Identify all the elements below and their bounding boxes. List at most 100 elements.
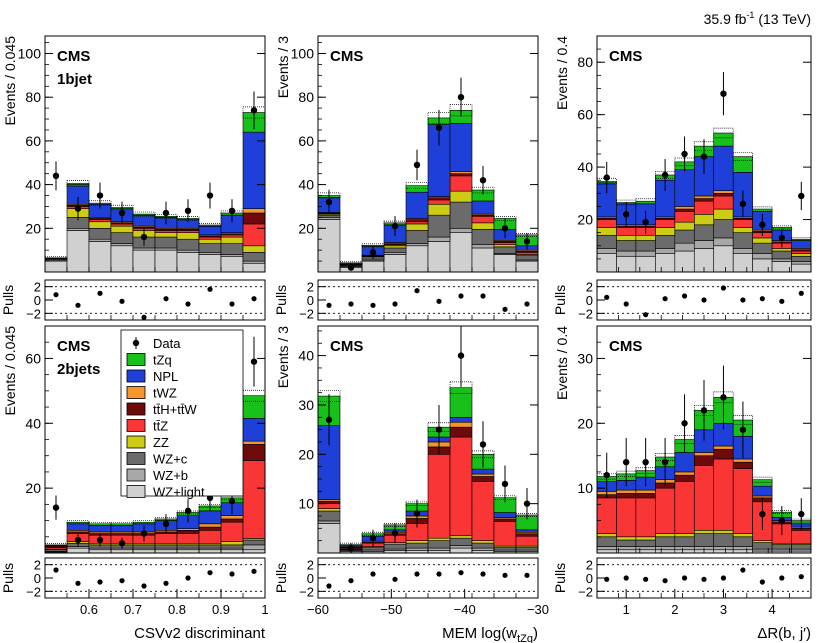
data-point [501, 225, 509, 232]
y-tick-label: 40 [577, 159, 593, 175]
y-tick-label: 20 [577, 212, 593, 228]
bar-wzc [713, 219, 734, 239]
legend-swatch-wzb [126, 468, 146, 482]
data-point [74, 205, 82, 212]
pull-point [53, 567, 59, 573]
pull-tick-label: −2 [578, 584, 593, 599]
bar-wzc [471, 542, 495, 549]
data-point [523, 238, 531, 245]
bar-zz [635, 536, 656, 541]
bar-npl [449, 123, 473, 172]
bar-tzq [732, 156, 753, 173]
bar-wzb [198, 252, 222, 255]
legend-swatch-wzl [126, 485, 146, 498]
bar-tthttw [449, 173, 473, 177]
bar-twz [220, 515, 244, 520]
bar-wzc [220, 544, 244, 549]
data-point [457, 352, 465, 359]
x-tick-label: 0.6 [80, 602, 98, 617]
bar-wzc [674, 536, 695, 547]
bar-wzc [427, 540, 451, 549]
bar-wzb [732, 248, 753, 254]
bar-twz [693, 195, 715, 199]
bar-npl [88, 525, 112, 533]
uncertainty-band [693, 404, 715, 416]
y-tick-label: 10 [577, 480, 593, 496]
bar-wzlight [44, 260, 68, 273]
bar-wzb [596, 546, 617, 551]
bar-tzq [242, 395, 266, 419]
data-point [140, 530, 148, 537]
pull-point [502, 572, 508, 578]
bar-wzb [771, 258, 792, 262]
pull-point [623, 301, 629, 307]
pull-point [643, 312, 649, 318]
data-point [206, 192, 214, 199]
data-point [501, 480, 509, 488]
data-point [661, 171, 669, 179]
uncertainty-band [693, 141, 715, 151]
bar-twz [242, 440, 266, 445]
legend-label-wzb: WZ+b [153, 468, 188, 483]
bar-tzq [752, 479, 773, 487]
pull-tick-label: 0 [307, 571, 314, 586]
bar-zz [405, 223, 429, 231]
bar-ttz [405, 221, 429, 225]
bar-zz [427, 203, 451, 216]
bar-zz [176, 232, 200, 240]
bar-zz [88, 221, 112, 229]
pull-point [720, 285, 727, 291]
bar-npl [713, 145, 734, 192]
bar-wzb [674, 242, 695, 252]
bar-npl [471, 468, 495, 475]
bar-wzc [176, 544, 200, 549]
bar-zz [383, 245, 407, 249]
data-point [369, 534, 377, 542]
data-point [118, 540, 126, 547]
data-point [435, 124, 443, 131]
pull-tick-label: 0 [307, 293, 314, 308]
pull-point [524, 301, 530, 307]
legend-swatch-npl [126, 369, 146, 383]
bar-twz [713, 445, 734, 450]
bar-wzc [176, 238, 200, 251]
bar-wzb [635, 546, 656, 551]
pull-point [502, 306, 508, 312]
bar-npl [198, 225, 222, 236]
bar-tzq [713, 132, 734, 147]
data-point [759, 510, 766, 518]
pull-point [740, 567, 746, 573]
bar-tthttw [493, 518, 517, 522]
y-tick-label: 100 [18, 45, 42, 61]
data-point [96, 536, 104, 544]
bar-npl [132, 214, 156, 227]
bar-wzc [752, 242, 773, 254]
bar-wzb [596, 248, 617, 254]
data-point [162, 209, 170, 217]
bar-zz [405, 540, 429, 544]
pull-point [326, 583, 332, 589]
data-point [391, 530, 399, 537]
bar-ttz [427, 199, 451, 205]
cms-label: CMS [330, 48, 363, 65]
bar-wzc [791, 255, 812, 262]
pull-point [720, 575, 727, 581]
bar-ttz [449, 436, 473, 537]
bar-ttz [176, 230, 200, 233]
pull-tick-label: 2 [307, 280, 314, 295]
y-tick-label: 40 [25, 177, 41, 193]
bar-wzc [693, 224, 715, 241]
bar-wzc [674, 229, 695, 244]
bar-zz [655, 533, 676, 538]
legend-label-tth: tt̄H+tt̄W [153, 402, 197, 417]
bar-ttz [693, 200, 715, 215]
pull-tick-label: 2 [34, 280, 41, 295]
y-tick-label: 100 [291, 45, 315, 61]
y-tick-label: 40 [298, 177, 314, 193]
pull-point [759, 579, 765, 585]
bar-twz [713, 190, 734, 194]
pull-point [348, 578, 354, 584]
bar-tthttw [449, 426, 473, 438]
data-point [184, 207, 192, 215]
